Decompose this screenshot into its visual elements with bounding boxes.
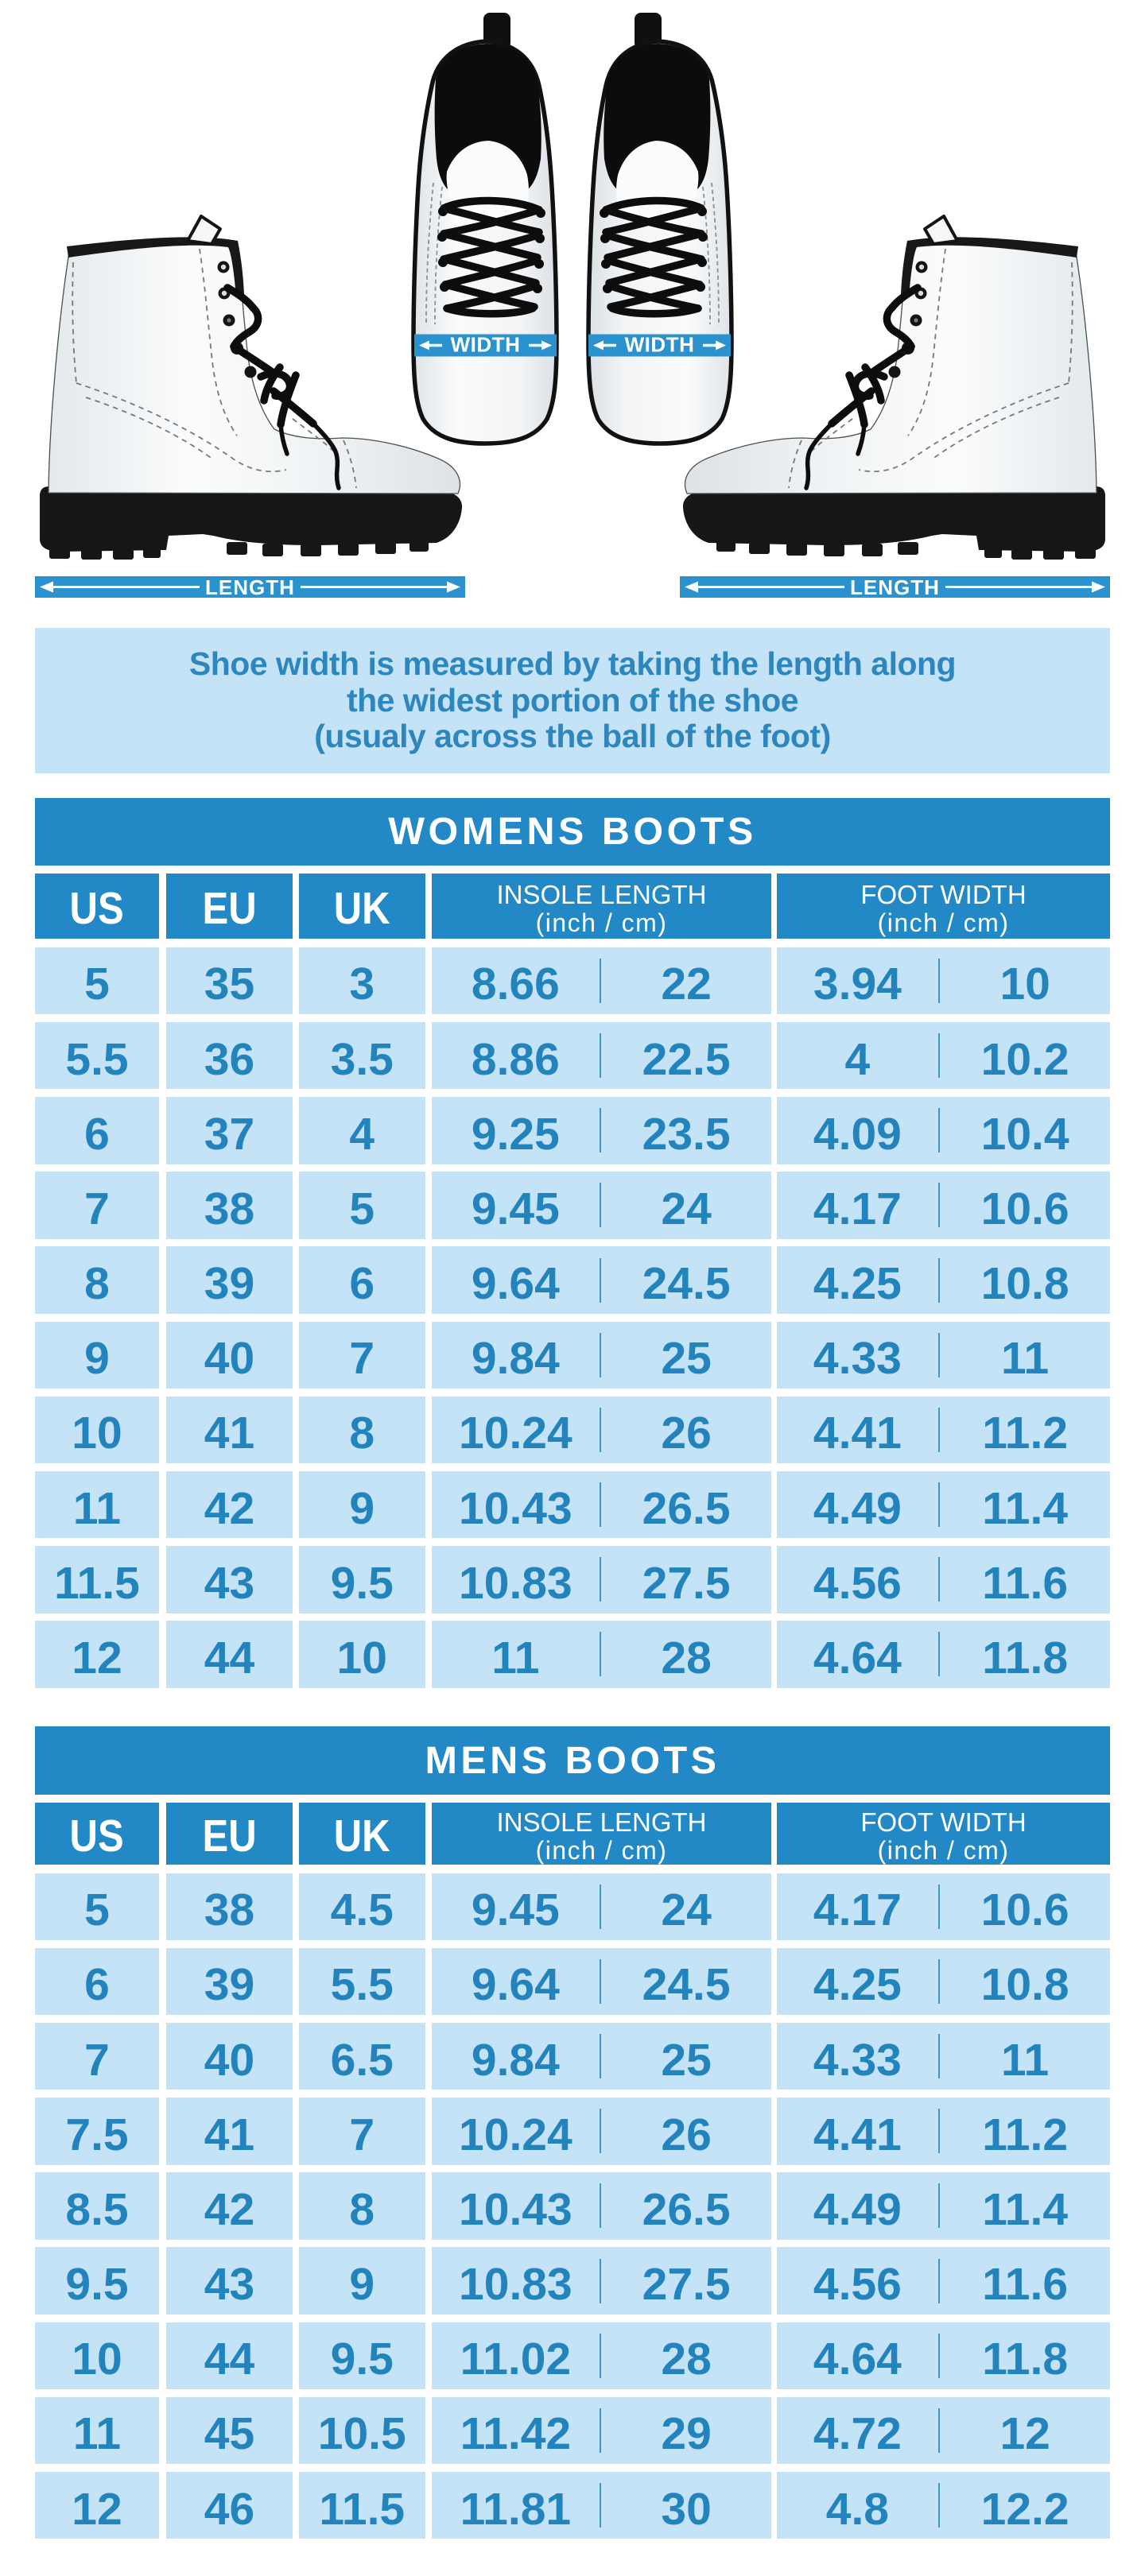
svg-text:WIDTH: WIDTH <box>625 333 695 357</box>
svg-text:WIDTH: WIDTH <box>451 333 521 357</box>
